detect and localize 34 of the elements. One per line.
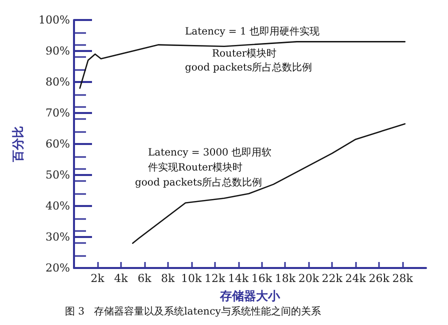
y-tick-label: 50% [46,168,70,182]
annotation: 件实现Router模块时 [148,162,243,174]
x-tick-label: 24k [345,272,366,285]
x-tick-label: 12k [204,272,226,285]
x-tick-label: 16k [251,272,272,285]
annotation: Router模块时 [212,48,277,60]
line-series [132,123,406,244]
y-tick-label: 40% [46,200,70,212]
x-tick-label: 6k [138,272,152,285]
x-tick-label: 4k [114,272,128,285]
line-series [79,41,406,89]
x-tick-label: 22k [322,272,343,285]
x-axis-title: 存储器大小 [219,289,281,303]
x-tick-label: 20k [298,272,320,285]
annotation: Latency = 3000 也即用软 [148,146,272,158]
x-tick-label: 2k [90,272,105,285]
x-tick-label: 10k [180,272,202,285]
y-tick-label: 90% [46,44,70,58]
y-tick-label: 100% [38,14,70,26]
x-tick-label: 8k [161,272,176,285]
y-tick-label: 70% [46,106,70,120]
annotation: good packets所占总数比例 [185,62,312,74]
y-tick-label: 80% [46,76,70,88]
x-tick-label: 28k [392,272,414,285]
x-tick-label: 18k [274,272,296,285]
x-tick-label: 26k [368,272,390,285]
caption: 图 3 存储器容量以及系统latency与系统性能之间的关系 [65,306,321,318]
x-tick-label: 14k [228,272,249,285]
annotation: good packets所占总数比例 [135,176,262,188]
y-tick-label: 60% [46,138,70,150]
y-tick-label: 30% [46,230,70,244]
y-axis-title: 百分比 [11,126,25,163]
y-tick-label: 20% [46,262,70,274]
annotation: Latency = 1 也即用硬件实现 [185,26,320,38]
